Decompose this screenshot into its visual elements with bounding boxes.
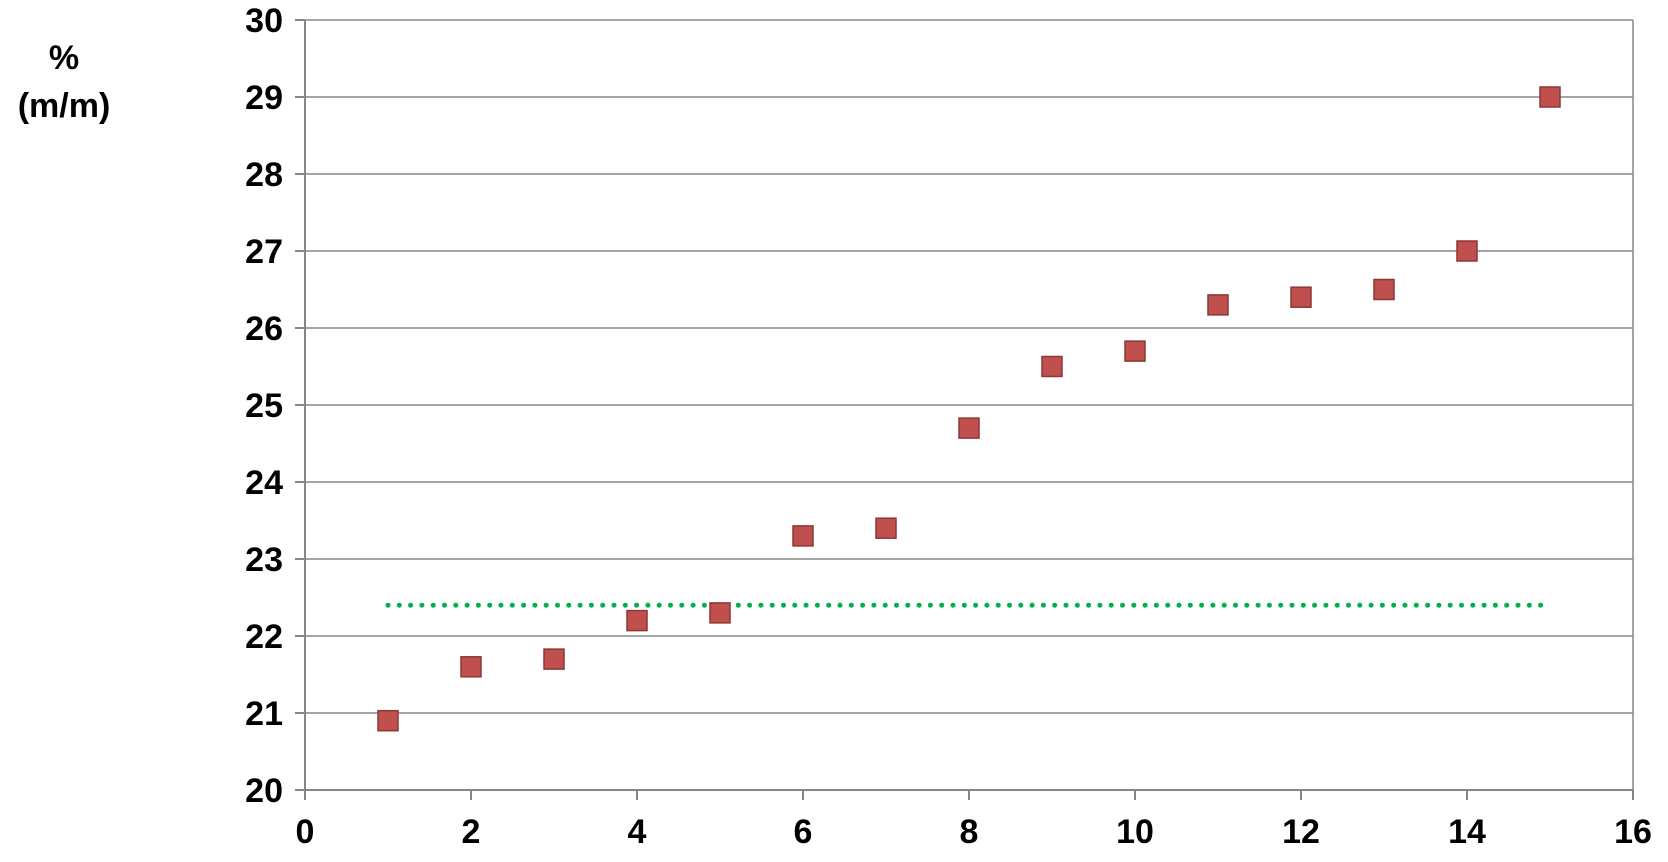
data-point [709, 602, 731, 624]
y-tick-label: 30 [245, 2, 283, 40]
y-tick-label: 20 [245, 772, 283, 810]
x-tick-label: 10 [1116, 813, 1154, 851]
data-point [1124, 340, 1146, 362]
data-point [1290, 286, 1312, 308]
y-tick-label: 22 [245, 618, 283, 656]
x-tick-label: 16 [1614, 813, 1652, 851]
y-tick-label: 27 [245, 233, 283, 271]
x-tick-label: 0 [296, 813, 315, 851]
data-point [460, 656, 482, 678]
x-tick-label: 6 [794, 813, 813, 851]
data-point [1373, 278, 1395, 301]
data-point [1456, 240, 1478, 262]
y-tick-label: 26 [245, 310, 283, 348]
x-tick-label: 4 [628, 813, 647, 851]
y-axis-unit-line1: % [48, 39, 80, 77]
y-tick-label: 28 [245, 156, 283, 194]
data-point [377, 709, 399, 732]
data-point [958, 417, 980, 439]
data-point [792, 525, 814, 547]
y-tick-label: 21 [245, 695, 283, 733]
axes [295, 19, 1634, 800]
y-axis-unit-line2: (m/m) [17, 87, 111, 125]
data-point [1041, 355, 1063, 378]
data-points [377, 86, 1561, 732]
x-tick-label: 2 [462, 813, 481, 851]
x-tick-label: 14 [1448, 813, 1486, 851]
gridlines [305, 19, 1633, 714]
data-point [543, 648, 565, 670]
data-point [875, 517, 897, 539]
x-tick-label: 12 [1282, 813, 1320, 851]
data-point [1207, 294, 1229, 316]
y-tick-label: 24 [245, 464, 283, 502]
data-point [626, 609, 648, 632]
y-tick-label: 29 [245, 79, 283, 117]
data-point [1539, 86, 1561, 108]
y-tick-label: 25 [245, 387, 283, 425]
x-tick-label: 8 [960, 813, 979, 851]
y-tick-label: 23 [245, 541, 283, 579]
y-axis-unit-label: % (m/m) [8, 34, 120, 130]
